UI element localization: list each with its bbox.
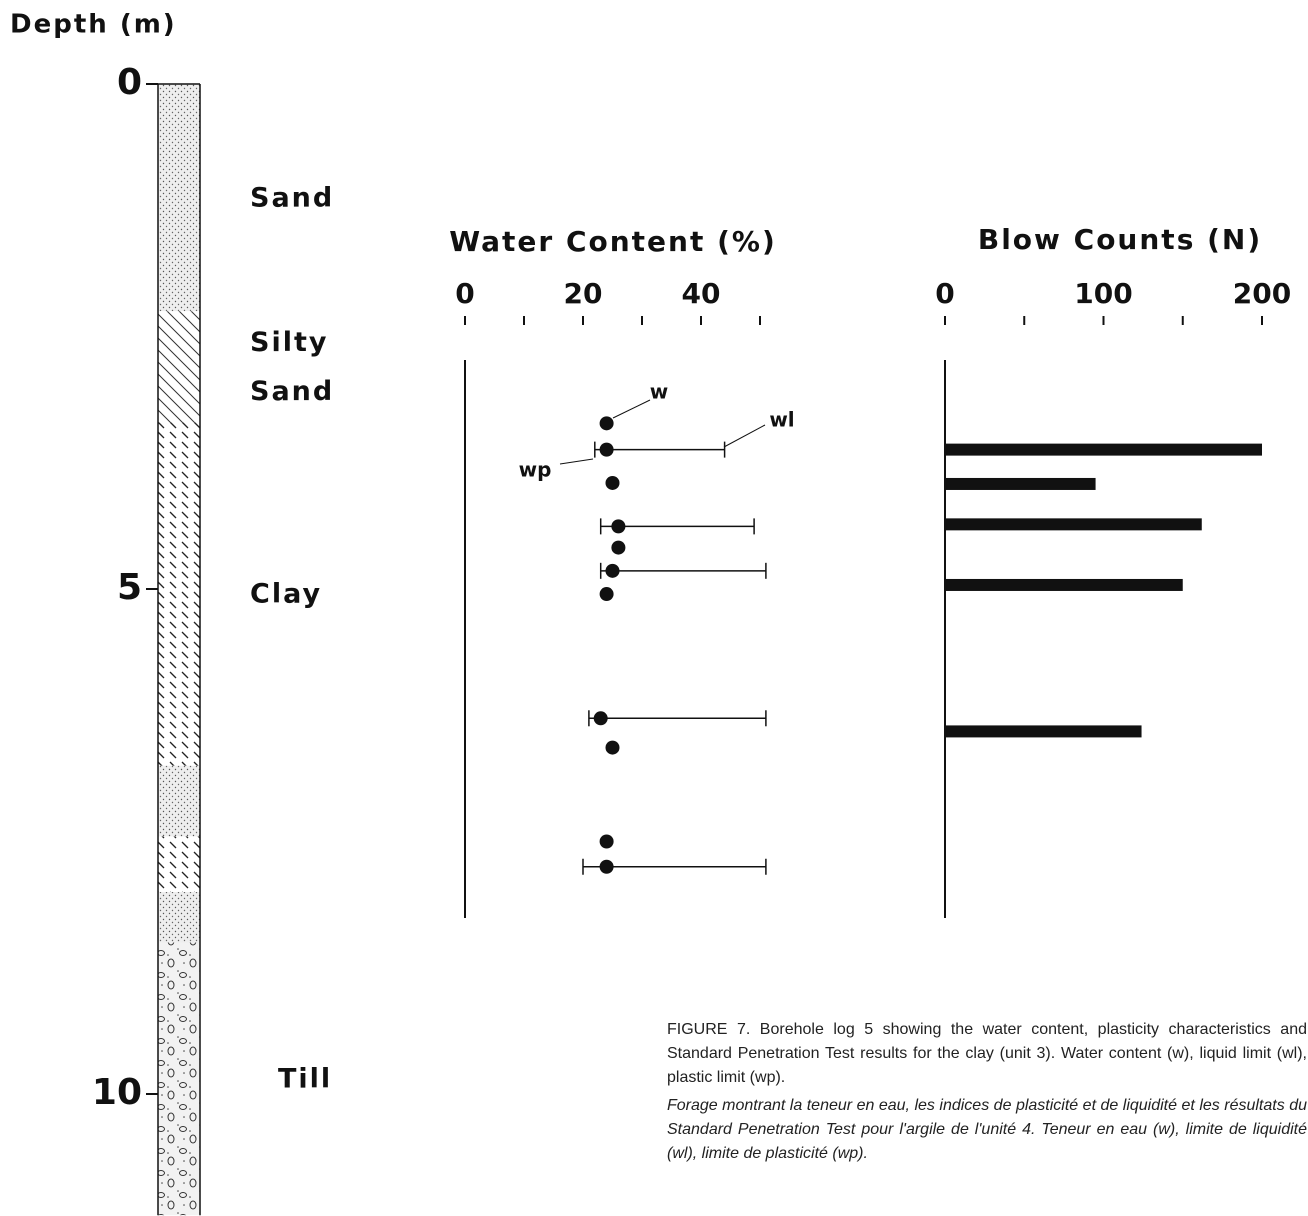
water-dot [599,416,614,431]
wp-annotation: wp [519,458,552,482]
blow-title: Blow Counts (N) [978,223,1262,256]
water-dot [599,834,614,849]
layer-label: Silty Sand [250,326,335,407]
leader [559,458,594,465]
caption-en: FIGURE 7. Borehole log 5 showing the wat… [667,1021,1307,1086]
x-tick-label: 0 [935,277,954,310]
water-dot [599,442,614,457]
bar [945,443,1262,456]
layer [158,311,200,423]
layer [158,422,200,766]
wl-annotation: wl [769,408,794,432]
layer-label: Clay [250,578,323,610]
layer [158,84,200,312]
x-tick-label: 0 [455,277,474,310]
x-tick-label: 20 [564,277,603,310]
caption-fr: Forage montrant la teneur en eau, les in… [667,1097,1307,1162]
water-dot [605,475,620,490]
water-dot [611,519,626,534]
water-title: Water Content (%) [449,225,777,258]
water-dot [599,587,614,602]
layer [158,765,200,837]
depth-title: Depth (m) [10,10,177,40]
leader [723,424,766,448]
layer [158,942,200,1216]
layer-label: Sand [250,182,335,214]
water-dot [605,563,620,578]
water-dot [599,859,614,874]
x-tick-label: 40 [682,277,721,310]
x-tick-label: 100 [1074,277,1132,310]
layer-label: Till [278,1063,333,1095]
layer [158,892,200,943]
bar [945,578,1183,591]
water-dot [605,740,620,755]
layer [158,836,200,892]
bar [945,725,1142,738]
water-dot [611,540,626,555]
w-annotation: w [650,380,668,404]
depth-tick-label: 10 [92,1072,142,1113]
leader [612,399,651,419]
bar [945,477,1096,490]
depth-tick-label: 5 [117,567,142,608]
bar [945,518,1202,531]
x-tick-label: 200 [1233,277,1291,310]
depth-tick-label: 0 [117,62,142,103]
water-dot [593,711,608,726]
